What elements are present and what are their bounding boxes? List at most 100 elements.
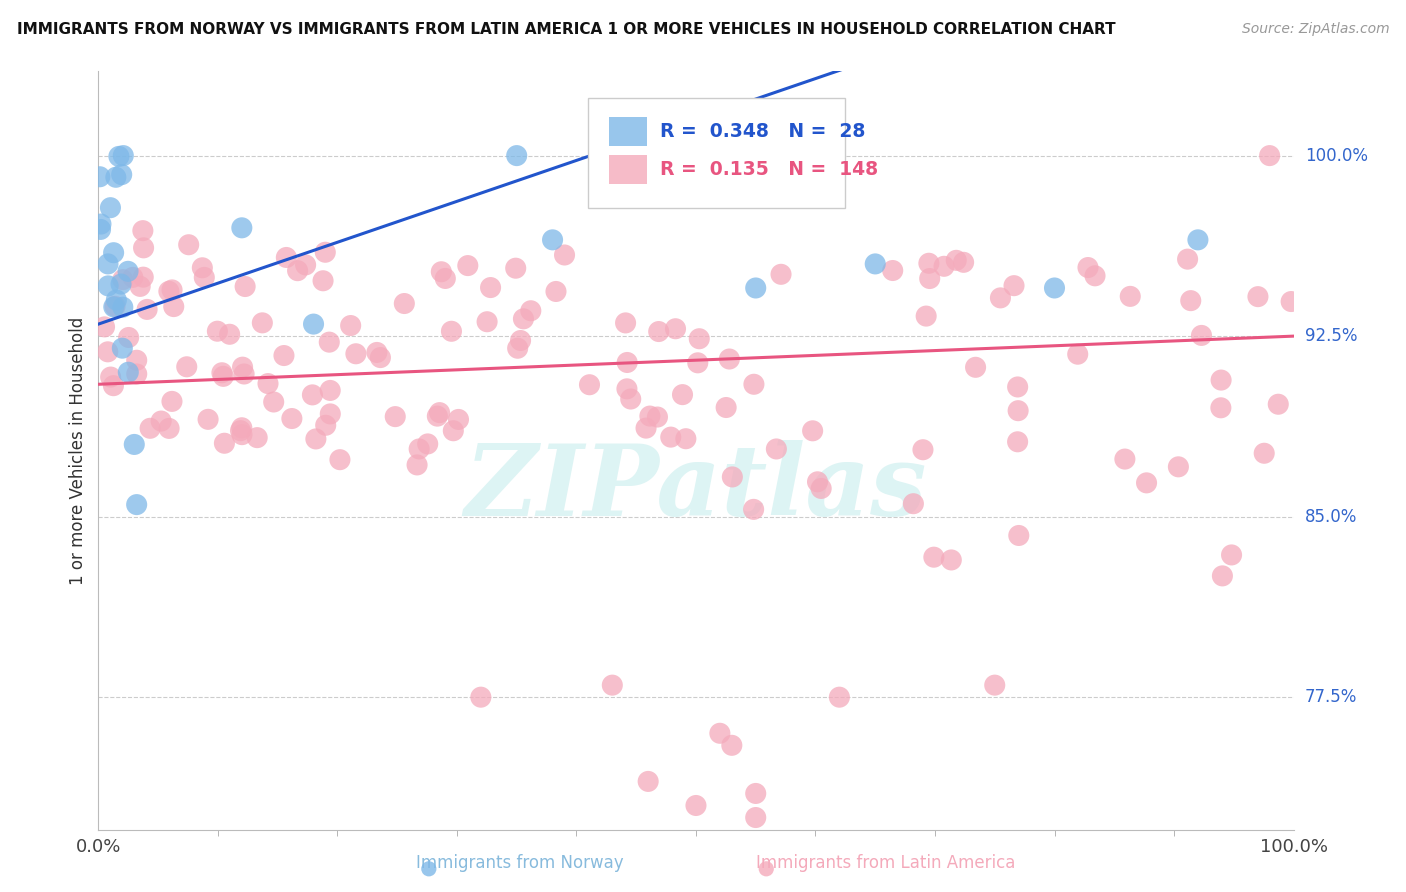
Point [233,279,256,293]
Point [125,367,148,381]
Point [1209,373,1232,387]
Point [765,442,787,456]
Point [426,409,449,424]
Point [111,272,134,286]
Point [685,798,707,813]
Point [1007,403,1029,417]
Point [124,437,146,451]
Point [614,316,637,330]
Point [882,263,904,277]
Point [755,862,778,876]
Point [117,264,139,278]
Point [231,421,253,435]
Text: IMMIGRANTS FROM NORWAY VS IMMIGRANTS FROM LATIN AMERICA 1 OR MORE VEHICLES IN HO: IMMIGRANTS FROM NORWAY VS IMMIGRANTS FRO… [17,22,1115,37]
Point [941,553,963,567]
Point [89,169,111,184]
Point [1177,252,1199,267]
Point [742,377,765,392]
Point [828,690,851,705]
Point [440,324,463,338]
Point [103,300,125,314]
Point [319,384,342,398]
Point [616,355,638,369]
Point [246,431,269,445]
Point [1008,528,1031,542]
Point [117,330,139,344]
Point [430,265,453,279]
Point [150,414,173,428]
Point [769,268,792,282]
Point [177,237,200,252]
Point [263,395,285,409]
Point [212,369,235,384]
Point [231,427,253,442]
Point [915,309,938,323]
Text: ZIPatlas: ZIPatlas [465,440,927,537]
Point [125,353,148,368]
Point [232,360,254,375]
Point [718,351,741,366]
Point [709,726,731,740]
Point [1211,569,1233,583]
Point [314,245,336,260]
Point [111,168,134,182]
Point [1119,289,1142,303]
Point [1247,290,1270,304]
Text: Immigrants from Norway: Immigrants from Norway [416,855,624,872]
Point [214,436,236,450]
Point [157,285,180,299]
Point [97,278,120,293]
Point [191,260,214,275]
Point [257,376,280,391]
Point [554,248,576,262]
Point [506,341,529,355]
Point [447,412,470,426]
Point [90,217,112,231]
Bar [609,155,647,184]
Point [675,432,697,446]
Point [457,259,479,273]
Point [434,271,457,285]
Text: Immigrants from Latin America: Immigrants from Latin America [756,855,1015,872]
Point [616,382,638,396]
Point [139,421,162,435]
Point [1043,281,1066,295]
Point [745,787,768,801]
Point [108,149,131,163]
Point [544,285,567,299]
Text: 100.0%: 100.0% [1305,146,1368,165]
Point [416,437,439,451]
Point [281,411,304,425]
Point [197,412,219,426]
Point [318,335,340,350]
Point [89,222,111,236]
Text: R =  0.135   N =  148: R = 0.135 N = 148 [661,160,879,178]
Point [918,271,941,285]
Point [686,356,709,370]
Point [620,392,643,406]
Point [93,319,115,334]
Point [408,442,430,456]
Point [319,407,342,421]
Text: 85.0%: 85.0% [1305,508,1357,525]
Point [302,317,325,331]
Point [231,220,253,235]
Point [806,475,828,489]
Point [176,359,198,374]
Point [1084,268,1107,283]
Point [429,406,451,420]
Point [865,257,887,271]
Y-axis label: 1 or more Vehicles in Household: 1 or more Vehicles in Household [69,317,87,584]
Point [273,349,295,363]
Text: 77.5%: 77.5% [1305,688,1357,706]
Point [664,322,686,336]
Point [479,280,502,294]
Point [714,401,737,415]
Point [918,256,941,270]
Point [97,344,120,359]
Point [647,410,669,425]
Point [112,148,135,162]
Point [294,258,316,272]
Point [441,424,464,438]
Point [1253,446,1275,460]
